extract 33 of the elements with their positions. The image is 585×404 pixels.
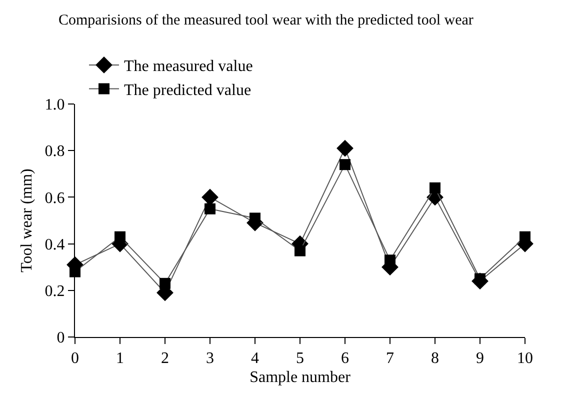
x-tick-label: 1 (116, 350, 124, 368)
point (384, 254, 396, 266)
x-tick-label: 5 (296, 350, 304, 368)
x-tick-label: 0 (71, 350, 79, 368)
legend-label: The measured value (124, 58, 253, 76)
point (204, 203, 216, 214)
x-tick-label: 10 (517, 350, 533, 368)
point (340, 159, 350, 170)
y-tick-label: 0.2 (44, 283, 65, 300)
x-tick-label: 4 (251, 350, 259, 368)
point (294, 245, 306, 256)
x-tick-label: 6 (341, 350, 349, 368)
chart-title: Comparisions of the measured tool wear with the predicted tool wear (58, 12, 474, 29)
y-tick-label: 0.4 (44, 236, 65, 254)
point (114, 231, 126, 242)
x-tick-label: 8 (431, 350, 439, 368)
point (520, 231, 530, 242)
point (250, 212, 260, 224)
legend-label: The predicted value (124, 82, 252, 100)
x-tick-label: 7 (386, 350, 394, 368)
point (430, 182, 440, 194)
point (160, 278, 170, 289)
y-tick-label: 0 (56, 330, 65, 347)
point (336, 140, 354, 157)
x-tick-label: 3 (206, 350, 214, 368)
x-tick-label: 2 (161, 350, 169, 368)
x-axis-title: Sample number (250, 368, 352, 386)
x-tick-label: 9 (476, 350, 484, 368)
y-tick-label: 0.6 (44, 190, 65, 207)
y-tick-label: 1.0 (44, 96, 65, 114)
y-tick-label: 0.8 (44, 143, 65, 160)
point (70, 266, 80, 278)
y-axis-title: Tool wear (mm) (18, 168, 36, 272)
